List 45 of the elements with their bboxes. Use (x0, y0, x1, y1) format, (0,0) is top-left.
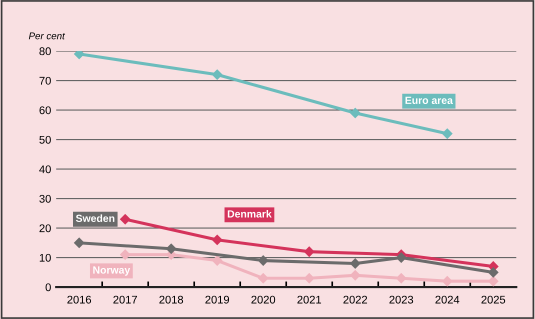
y-tick-label: 50 (39, 136, 51, 144)
y-tick-label: 20 (40, 224, 51, 232)
point (304, 273, 314, 284)
x-tick-label: 2018 (159, 296, 184, 304)
point (488, 267, 498, 278)
x-tick-label: 2016 (67, 296, 92, 304)
y-tick-label: 40 (39, 165, 51, 174)
point (350, 270, 360, 280)
point (258, 255, 268, 266)
point (350, 258, 360, 269)
y-tick-label: 70 (40, 76, 51, 85)
point (212, 255, 222, 266)
x-tick-label: 2021 (297, 296, 322, 304)
point (396, 252, 406, 263)
y-axis-title: Per cent (28, 32, 66, 40)
point (120, 250, 130, 260)
series-label: Norway (93, 266, 130, 276)
point (488, 276, 498, 286)
point (120, 214, 130, 224)
x-tick-label: 2025 (481, 296, 506, 304)
series-label: Euro area (406, 96, 453, 104)
x-tick-label: 2019 (205, 296, 230, 304)
y-tick-label: 10 (40, 254, 51, 262)
point (396, 273, 406, 284)
y-tick-label: 80 (39, 47, 51, 56)
x-tick-label: 2020 (251, 296, 276, 304)
point (304, 246, 314, 257)
series-label: Sweden (76, 214, 114, 222)
y-tick-label: 30 (39, 194, 51, 203)
point (212, 234, 222, 245)
point (442, 128, 452, 139)
point (212, 70, 222, 80)
x-tick-label: 2022 (343, 296, 368, 304)
point (258, 273, 268, 284)
point (74, 238, 84, 248)
point (166, 244, 176, 254)
point (442, 276, 452, 286)
x-tick-label: 2023 (389, 296, 414, 304)
x-tick-label: 2017 (113, 296, 137, 304)
point (74, 51, 84, 60)
y-tick-label: 60 (40, 106, 51, 114)
series-label: Denmark (228, 210, 272, 218)
point (350, 108, 360, 118)
x-tick-label: 2024 (435, 296, 460, 304)
y-tick-label: 0 (46, 283, 51, 292)
